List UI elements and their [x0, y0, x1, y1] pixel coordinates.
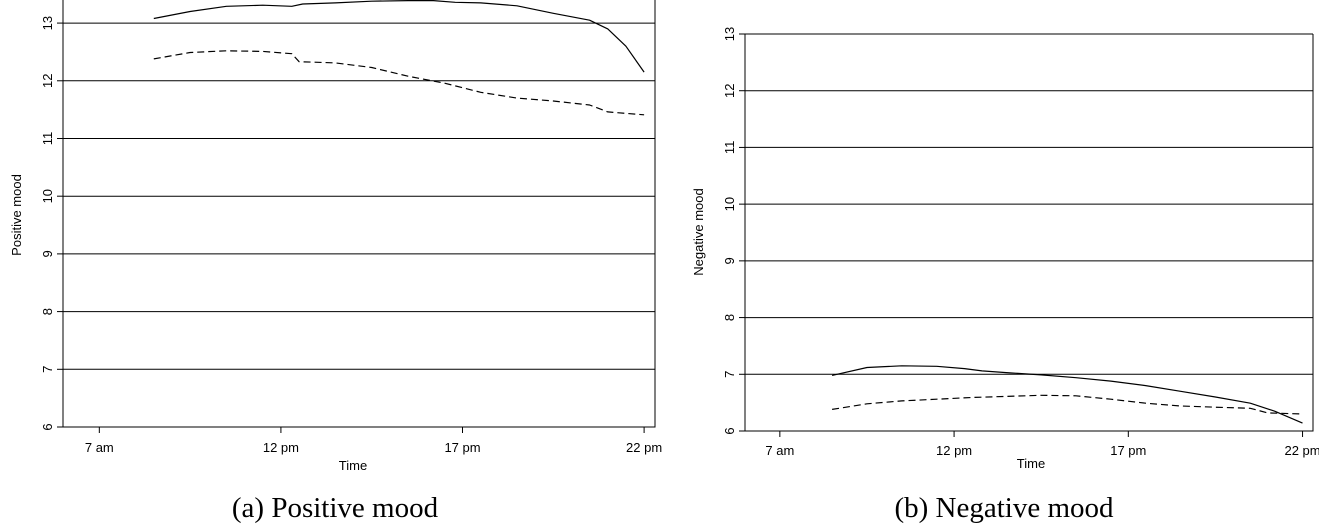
plot-frame [62, 0, 656, 428]
x-tick-label: 7 am [765, 443, 794, 458]
x-axis-label: Time [339, 458, 367, 473]
y-tick-label: 11 [722, 141, 737, 155]
panel-negative-mood: Negative mood Time (b) Negative mood 6 7 8… [691, 27, 1319, 524]
y-axis-label: Negative mood [691, 188, 706, 275]
x-tick-label: 17 pm [1110, 443, 1146, 458]
y-tick-label: 10 [722, 197, 737, 211]
panel-caption: (b) Negative mood [894, 492, 1114, 524]
panel-positive-mood: Positive mood Time (a) Positive mood 6 7 8… [9, 0, 662, 524]
y-tick-label: 7 [722, 371, 737, 378]
y-tick-label: 11 [40, 132, 55, 146]
y-tick-label: 7 [40, 366, 55, 373]
y-tick-label: 8 [722, 314, 737, 321]
y-tick-label: 6 [40, 423, 55, 430]
x-tick-label: 12 pm [263, 440, 299, 455]
x-tick-label: 7 am [85, 440, 114, 455]
x-tick-label: 12 pm [936, 443, 972, 458]
panel-caption: (a) Positive mood [232, 492, 439, 524]
x-axis-label: Time [1017, 456, 1045, 471]
y-tick-label: 13 [722, 27, 737, 41]
x-tick-label: 17 pm [444, 440, 480, 455]
y-tick-label: 9 [40, 250, 55, 257]
series-line-solid [153, 0, 645, 73]
y-tick-label: 13 [40, 16, 55, 30]
y-axis-label: Positive mood [9, 174, 24, 256]
y-tick-label: 12 [722, 83, 737, 97]
x-tick-label: 22 pm [626, 440, 662, 455]
x-tick-label: 22 pm [1284, 443, 1319, 458]
y-tick-label: 6 [722, 427, 737, 434]
y-tick-label: 8 [40, 308, 55, 315]
series-line-dashed [153, 50, 645, 116]
plot-frame [744, 34, 1314, 432]
y-tick-label: 10 [40, 189, 55, 203]
y-tick-label: 9 [722, 257, 737, 264]
series-line-solid [831, 365, 1303, 424]
y-tick-label: 12 [40, 74, 55, 88]
series-line-dashed [832, 394, 1303, 415]
